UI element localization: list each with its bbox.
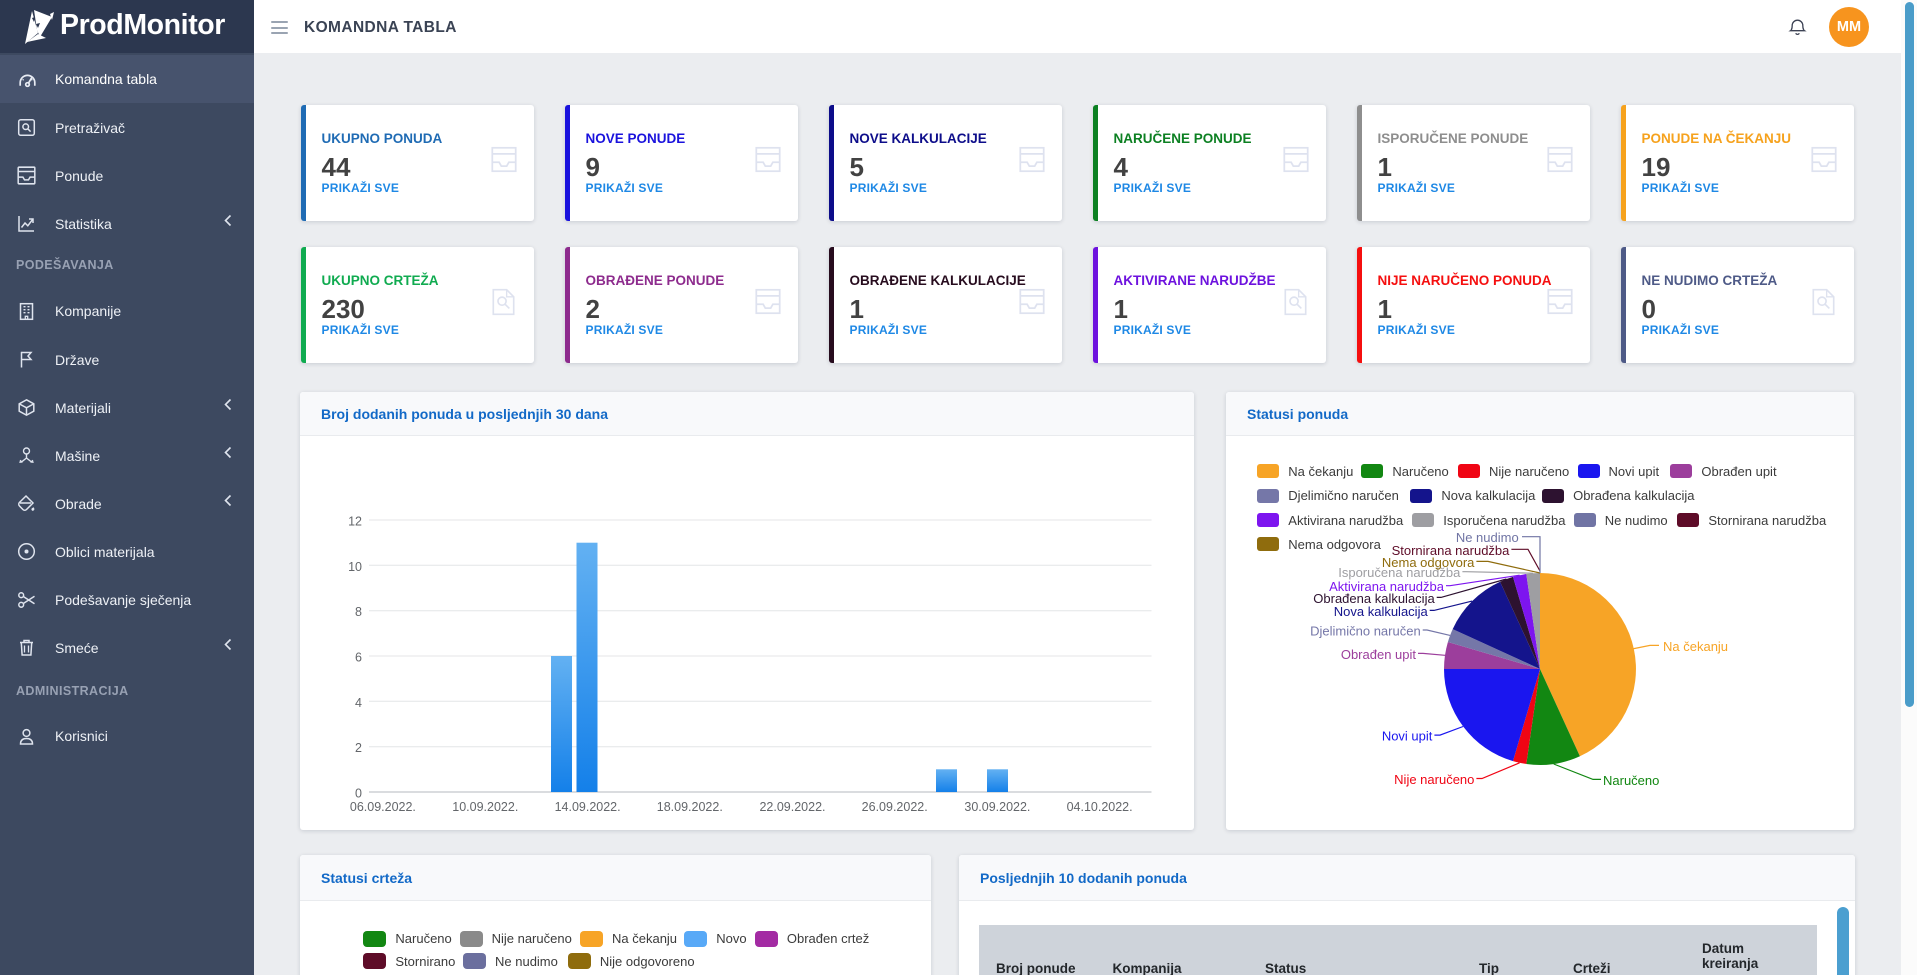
svg-text:Obrađen upit: Obrađen upit	[1341, 647, 1417, 662]
svg-text:4: 4	[355, 696, 362, 710]
svg-text:06.09.2022.: 06.09.2022.	[350, 800, 416, 814]
svg-text:6: 6	[355, 651, 362, 665]
svg-text:Aktivirana narudžba: Aktivirana narudžba	[1329, 579, 1445, 594]
svg-text:26.09.2022.: 26.09.2022.	[862, 800, 928, 814]
svg-text:Nije naručeno: Nije naručeno	[1394, 772, 1474, 787]
svg-text:14.09.2022.: 14.09.2022.	[555, 800, 621, 814]
svg-text:Nova kalkulacija: Nova kalkulacija	[1334, 604, 1429, 619]
svg-text:30.09.2022.: 30.09.2022.	[964, 800, 1030, 814]
svg-text:22.09.2022.: 22.09.2022.	[759, 800, 825, 814]
svg-text:10.09.2022.: 10.09.2022.	[452, 800, 518, 814]
svg-text:Nema odgovora: Nema odgovora	[1382, 555, 1475, 570]
svg-text:0: 0	[355, 787, 362, 801]
svg-text:Ne nudimo: Ne nudimo	[1456, 530, 1519, 545]
svg-text:04.10.2022.: 04.10.2022.	[1067, 800, 1133, 814]
svg-text:Isporučena narudžba: Isporučena narudžba	[1338, 565, 1461, 580]
svg-text:Stornirana narudžba: Stornirana narudžba	[1392, 543, 1511, 558]
svg-text:Novi upit: Novi upit	[1382, 729, 1433, 744]
svg-text:8: 8	[355, 605, 362, 619]
svg-text:10: 10	[348, 560, 362, 574]
svg-text:Na čekanju: Na čekanju	[1663, 639, 1728, 654]
svg-text:12: 12	[348, 515, 362, 529]
svg-text:18.09.2022.: 18.09.2022.	[657, 800, 723, 814]
svg-text:Djelimično naručen: Djelimično naručen	[1310, 624, 1421, 639]
svg-text:2: 2	[355, 741, 362, 755]
svg-text:Naručeno: Naručeno	[1603, 773, 1659, 788]
svg-text:Obrađena kalkulacija: Obrađena kalkulacija	[1313, 591, 1435, 606]
